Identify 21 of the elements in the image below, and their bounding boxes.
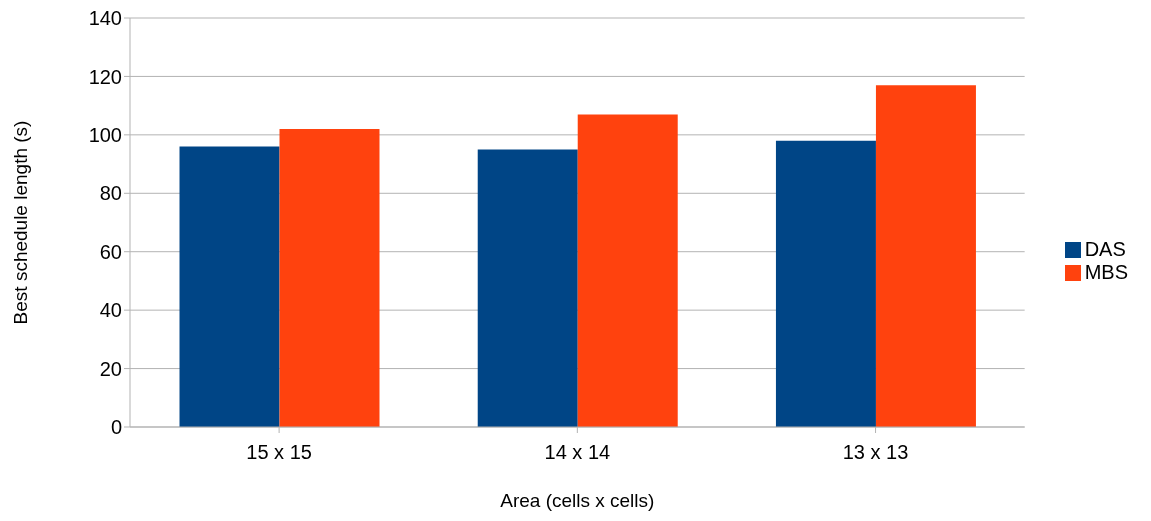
x-tick-label: 15 x 15 <box>246 441 312 464</box>
y-tick-label: 60 <box>99 240 122 263</box>
bar <box>477 149 578 427</box>
y-tick-label: 20 <box>99 357 122 380</box>
y-tick-label: 120 <box>88 65 122 88</box>
bar <box>279 129 380 427</box>
y-tick-label: 0 <box>110 416 122 439</box>
x-tick-label: 13 x 13 <box>842 441 909 464</box>
y-tick-label: 100 <box>88 123 122 146</box>
legend-label: MBS <box>1084 260 1128 283</box>
x-tick-label: 14 x 14 <box>544 441 611 464</box>
y-tick-label: 140 <box>88 7 122 30</box>
bar <box>875 85 976 427</box>
bar <box>179 146 280 427</box>
y-tick-label: 40 <box>99 299 122 322</box>
y-axis-title: Best schedule length (s) <box>9 120 31 325</box>
y-tick-label: 80 <box>99 182 122 205</box>
bar <box>775 140 876 427</box>
legend-label: DAS <box>1084 237 1126 260</box>
bar <box>577 114 678 427</box>
x-axis-title: Area (cells x cells) <box>500 490 655 511</box>
